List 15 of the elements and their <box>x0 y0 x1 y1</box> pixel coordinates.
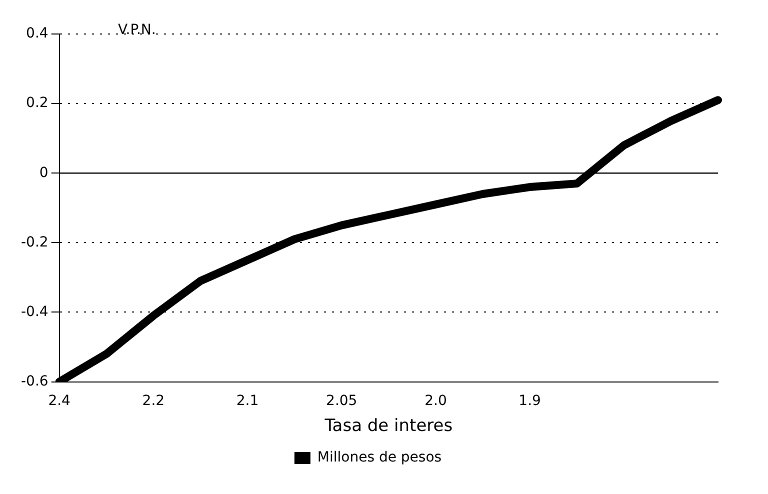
x-tick-label: 1.9 <box>518 392 541 409</box>
x-tick-label: 2.05 <box>326 392 358 409</box>
x-tick-label: 2.2 <box>142 392 165 409</box>
x-axis-title: Tasa de interes <box>324 416 453 436</box>
x-tick-label: 2.1 <box>236 392 259 409</box>
y-axis-title: V.P.N. <box>118 22 156 38</box>
y-tick-label: -0.6 <box>20 373 48 390</box>
legend-label: Millones de pesos <box>317 450 442 466</box>
y-tick-label: 0.2 <box>26 95 48 112</box>
x-tick-label: 2.0 <box>424 392 447 409</box>
y-tick-label: 0 <box>39 164 48 181</box>
y-tick-label: -0.4 <box>20 304 48 320</box>
y-tick-label: -0.2 <box>20 234 48 250</box>
x-tick-label: 2.4 <box>48 392 71 409</box>
y-tick-label: 0.4 <box>26 26 48 42</box>
